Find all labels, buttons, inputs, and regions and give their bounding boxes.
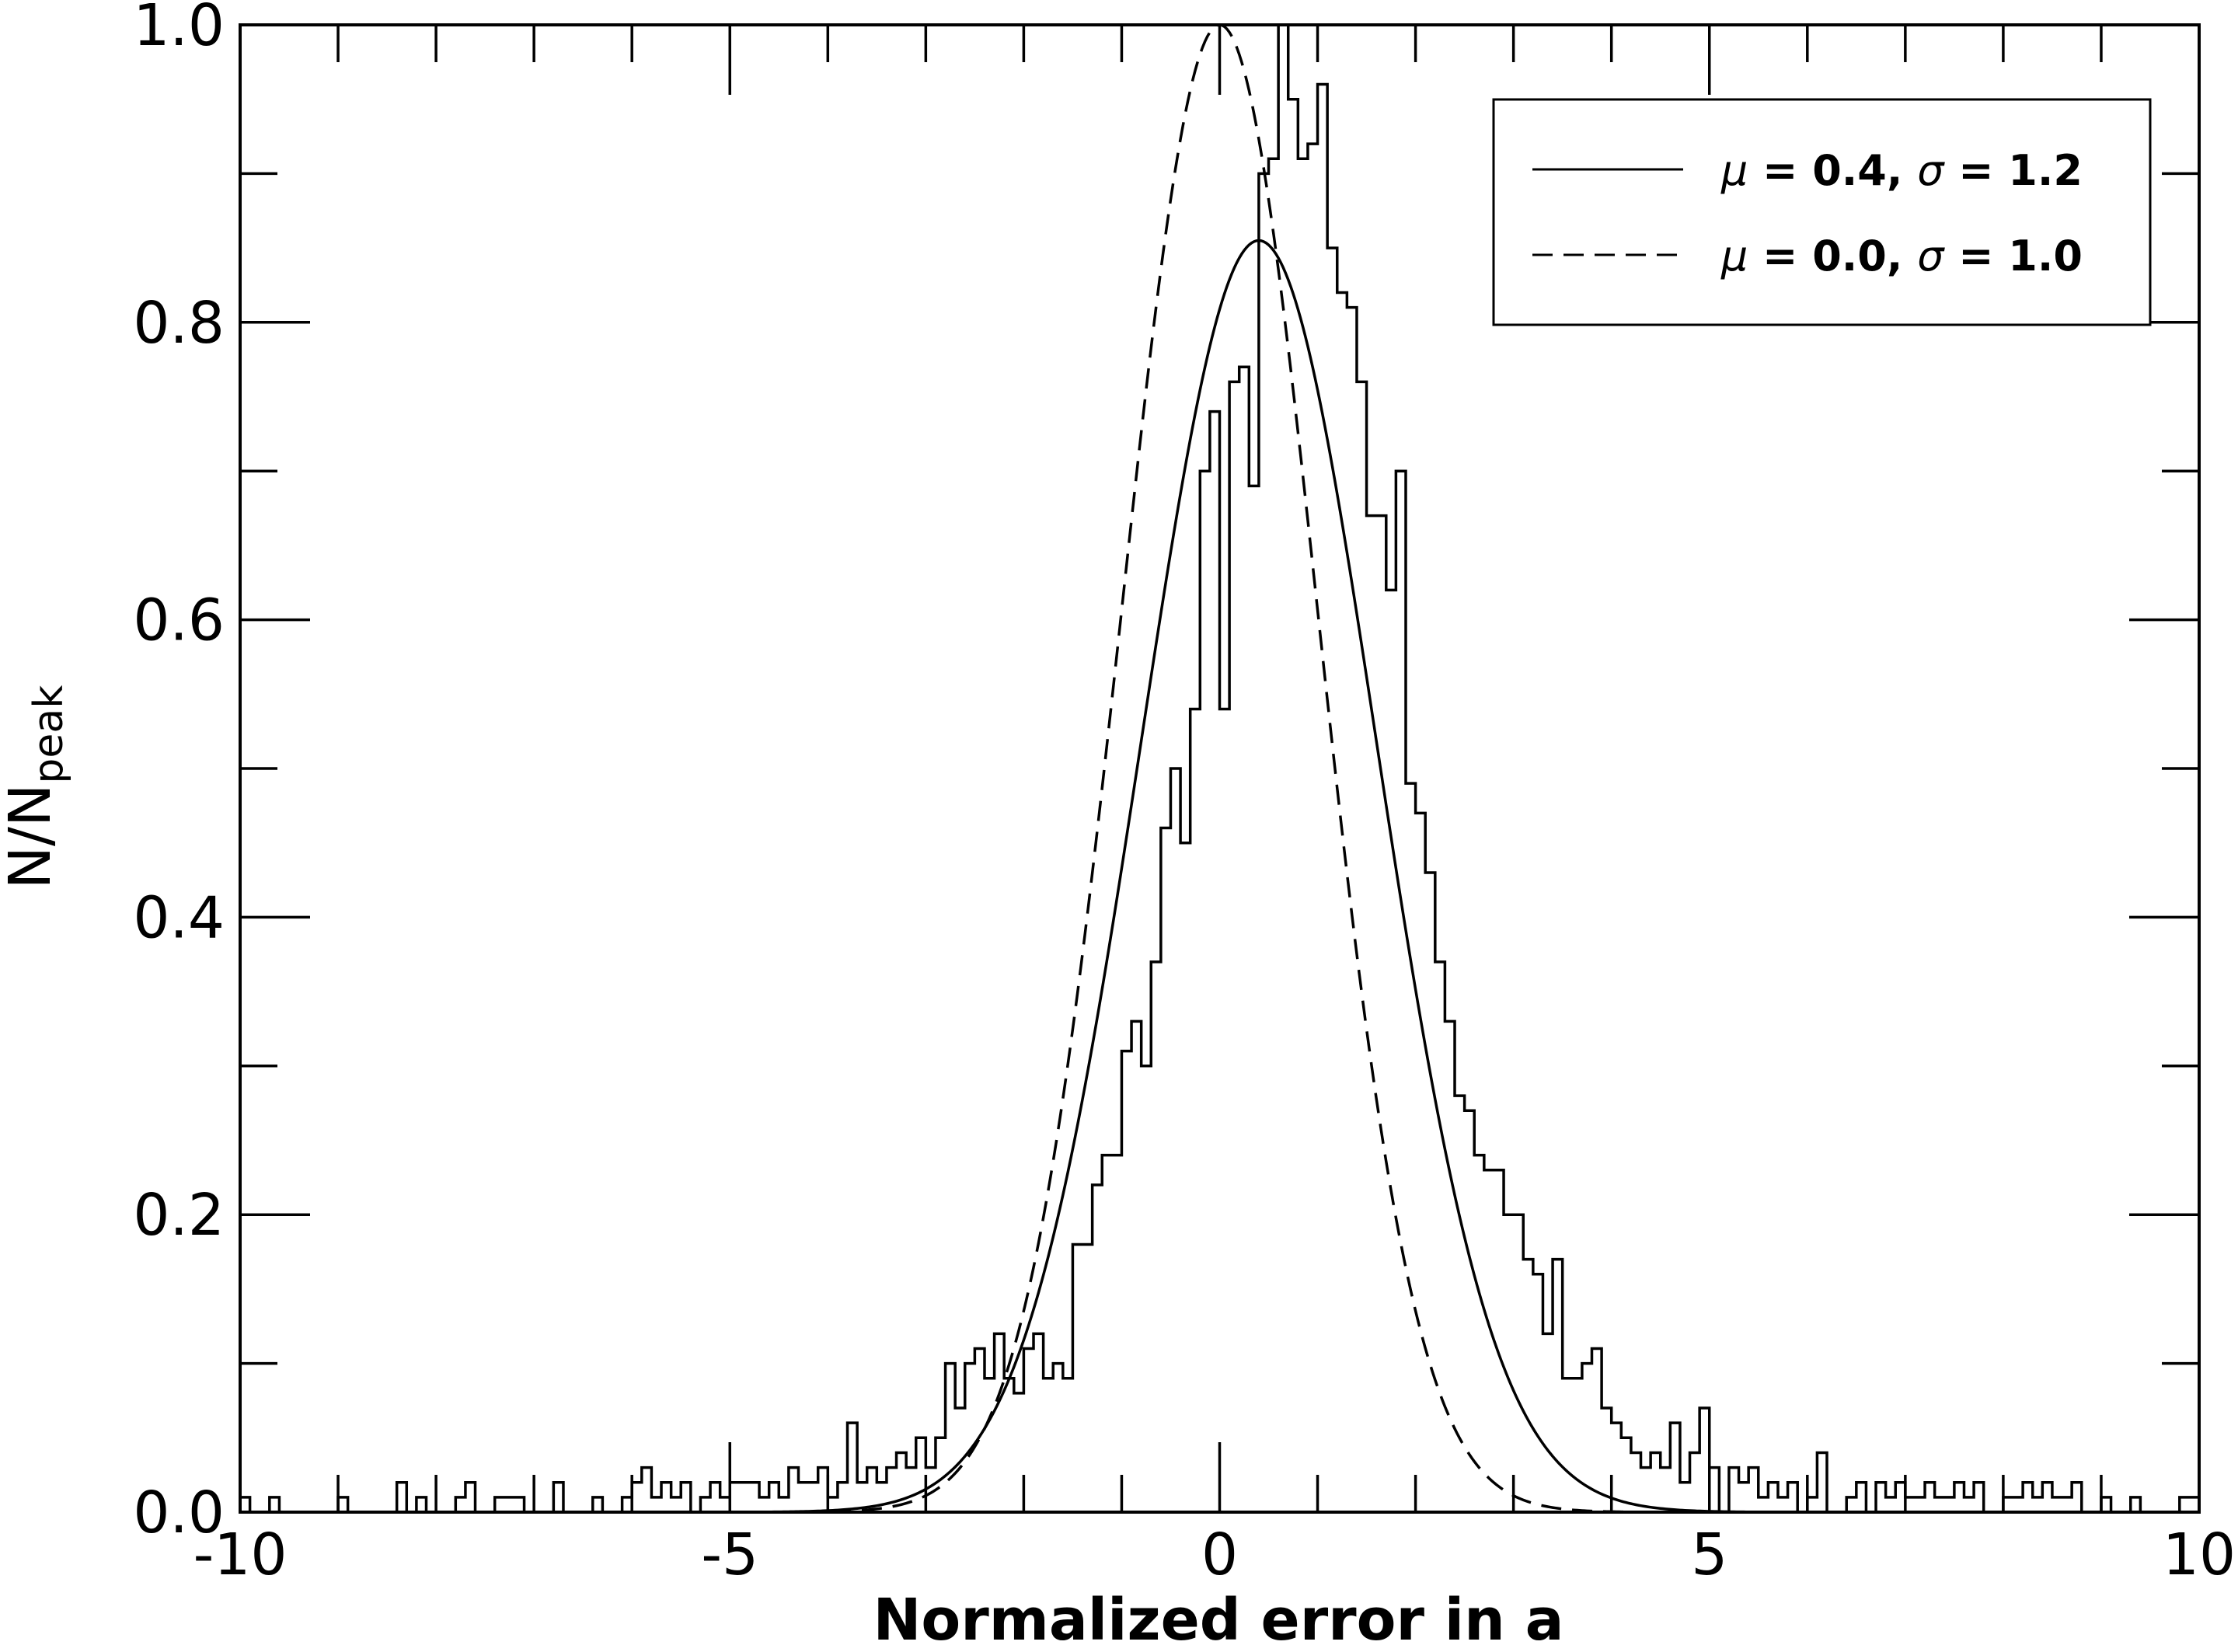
y-tick-label: 0.2 xyxy=(133,1182,225,1249)
y-tick-label: 0.8 xyxy=(133,290,225,357)
x-tick-label: -10 xyxy=(193,1521,288,1588)
y-tick-label: 0.4 xyxy=(133,884,225,951)
x-axis-title: Normalized error in a xyxy=(873,1587,1563,1652)
y-axis: 0.0 0.2 0.4 0.6 0.8 1.0 xyxy=(133,0,2199,1546)
x-tick-label: 5 xyxy=(1691,1521,1727,1588)
y-axis-title: N/Npeak xyxy=(0,685,72,890)
legend-label-2: μ = 0.0, σ = 1.0 xyxy=(1720,232,2083,281)
legend: μ = 0.4, σ = 1.2 μ = 0.0, σ = 1.0 xyxy=(1492,98,2152,326)
y-tick-label: 0.0 xyxy=(133,1479,225,1546)
x-tick-label: 0 xyxy=(1201,1521,1238,1588)
legend-label-1: μ = 0.4, σ = 1.2 xyxy=(1720,146,2083,195)
y-tick-label: 1.0 xyxy=(133,0,225,59)
x-axis: -10 -5 0 5 10 xyxy=(193,25,2236,1588)
y-axis-title-main: N/N xyxy=(0,784,64,890)
x-tick-label: 10 xyxy=(2163,1521,2236,1588)
x-tick-label: -5 xyxy=(701,1521,758,1588)
y-tick-label: 0.6 xyxy=(133,587,225,654)
legend-box xyxy=(1492,98,2152,326)
y-axis-title-sub: peak xyxy=(26,685,72,784)
